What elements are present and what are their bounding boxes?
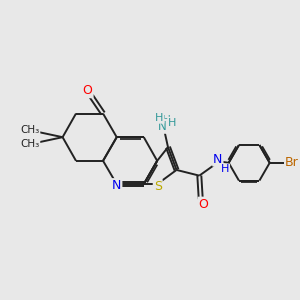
Text: H: H [221,164,229,174]
Text: N: N [158,120,167,133]
Text: N: N [213,153,223,166]
Text: H: H [168,118,176,128]
Text: CH₃: CH₃ [20,125,40,135]
Text: O: O [199,198,208,211]
Text: O: O [83,84,93,97]
Text: Br: Br [285,156,299,169]
Text: H: H [163,115,170,125]
Text: H: H [155,113,164,123]
Text: CH₃: CH₃ [20,139,40,149]
Text: S: S [154,180,162,193]
Text: N: N [112,179,122,192]
Text: H: H [154,115,161,125]
